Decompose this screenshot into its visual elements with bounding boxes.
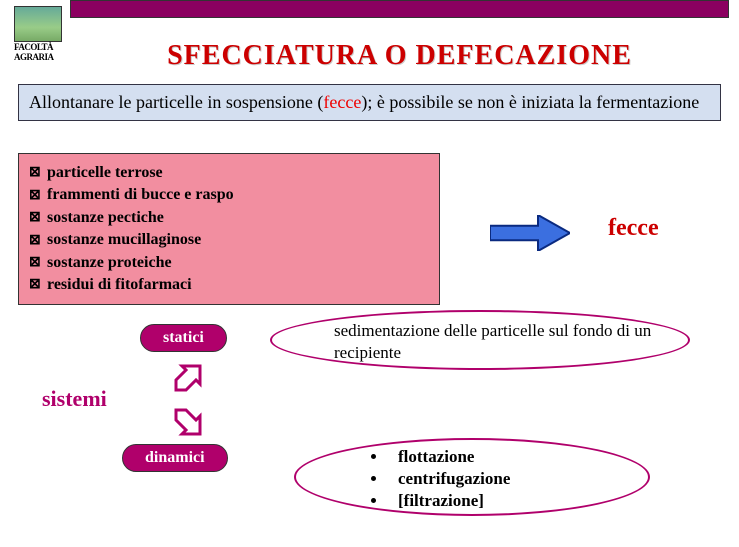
logo-image xyxy=(14,6,62,42)
envelope-icon: ⊠ xyxy=(29,186,47,206)
particle-label: sostanze proteiche xyxy=(47,252,172,274)
page-title: SFECCIATURA O DEFECAZIONE xyxy=(80,40,719,72)
particle-item: ⊠sostanze mucillaginose xyxy=(29,229,429,251)
arrow-down-icon xyxy=(172,406,204,438)
particle-item: ⊠frammenti di bucce e raspo xyxy=(29,184,429,206)
envelope-icon: ⊠ xyxy=(29,275,47,295)
statici-text: sedimentazione delle particelle sul fond… xyxy=(334,320,664,364)
intro-box: Allontanare le particelle in sospensione… xyxy=(18,84,721,121)
particles-box: ⊠particelle terrose⊠frammenti di bucce e… xyxy=(18,153,440,305)
particle-label: sostanze mucillaginose xyxy=(47,229,201,251)
particle-item: ⊠particelle terrose xyxy=(29,162,429,184)
particle-item: ⊠sostanze proteiche xyxy=(29,252,429,274)
dinamici-item: centrifugazione xyxy=(388,468,510,490)
particle-label: frammenti di bucce e raspo xyxy=(47,184,234,206)
dinamici-list: flottazionecentrifugazione[filtrazione] xyxy=(360,446,510,512)
particle-item: ⊠sostanze pectiche xyxy=(29,207,429,229)
intro-red: fecce xyxy=(323,92,361,112)
dinamici-item: flottazione xyxy=(388,446,510,468)
particle-label: residui di fitofarmaci xyxy=(47,274,192,296)
arrow-right-icon xyxy=(490,215,570,251)
intro-pre: Allontanare le particelle in sospensione… xyxy=(29,92,323,112)
pill-dinamici: dinamici xyxy=(122,444,228,472)
dinamici-item: [filtrazione] xyxy=(388,490,510,512)
logo-text-1: FACOLTÀ xyxy=(14,42,62,52)
particle-label: particelle terrose xyxy=(47,162,163,184)
logo-text-2: AGRARIA xyxy=(14,52,62,62)
envelope-icon: ⊠ xyxy=(29,208,47,228)
top-bar xyxy=(70,0,729,18)
logo: FACOLTÀ AGRARIA xyxy=(14,6,62,62)
particle-item: ⊠residui di fitofarmaci xyxy=(29,274,429,296)
pill-statici: statici xyxy=(140,324,227,352)
envelope-icon: ⊠ xyxy=(29,253,47,273)
particle-label: sostanze pectiche xyxy=(47,207,164,229)
envelope-icon: ⊠ xyxy=(29,231,47,251)
intro-post: ); è possibile se non è iniziata la ferm… xyxy=(361,92,699,112)
sistemi-label: sistemi xyxy=(42,386,107,412)
envelope-icon: ⊠ xyxy=(29,163,47,183)
arrow-up-icon xyxy=(172,362,204,394)
fecce-label: fecce xyxy=(608,215,659,242)
